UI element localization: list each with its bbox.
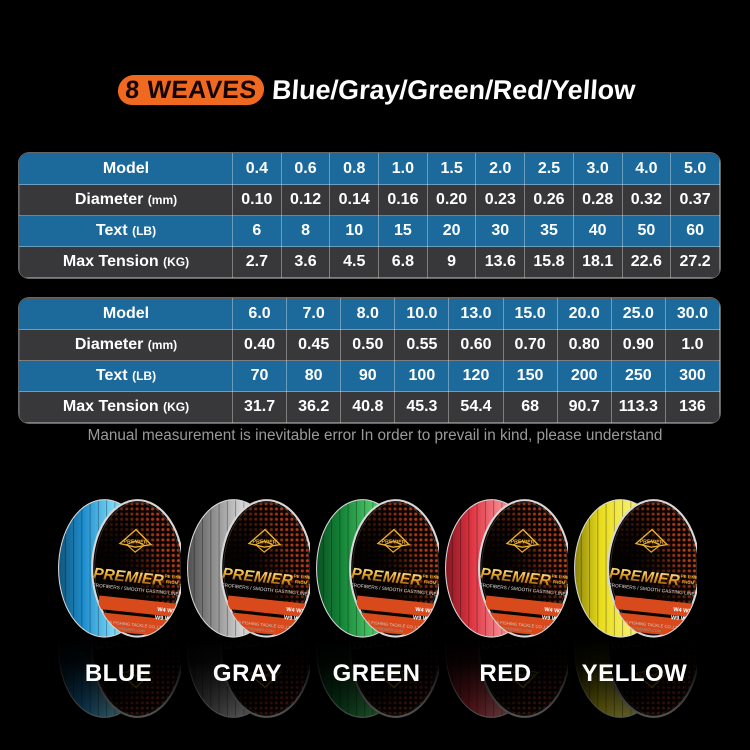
svg-text:PREMIER: PREMIER xyxy=(123,539,147,546)
svg-text:PREMIER: PREMIER xyxy=(510,539,534,546)
svg-text:PREMIER: PREMIER xyxy=(252,539,276,546)
svg-text:PREMIER: PREMIER xyxy=(639,539,663,546)
svg-text:PREMIER: PREMIER xyxy=(381,539,405,546)
